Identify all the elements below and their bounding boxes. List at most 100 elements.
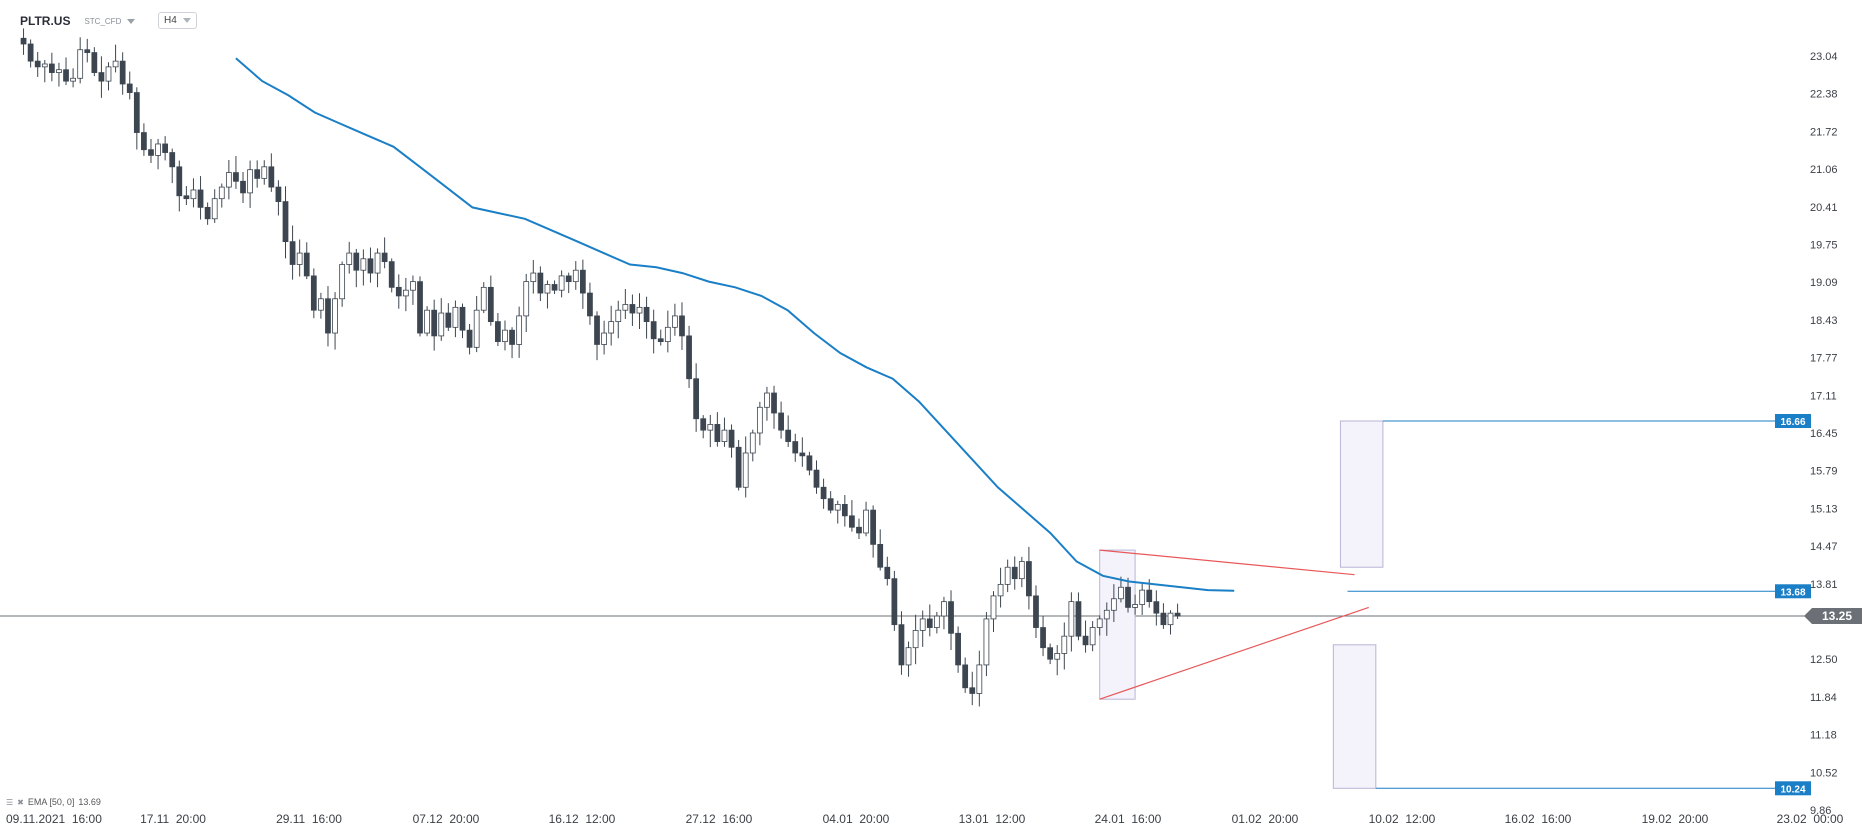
candle <box>579 259 586 309</box>
candle-body <box>707 424 714 431</box>
candle-body <box>1110 598 1117 611</box>
y-tick-label: 14.47 <box>1810 541 1838 553</box>
y-tick-label: 23.04 <box>1810 51 1838 63</box>
x-tick-label: 13.01 12:00 <box>959 812 1026 826</box>
candle-body <box>657 338 664 343</box>
candle <box>63 57 69 86</box>
x-tick-label: 07.12 20:00 <box>413 812 480 826</box>
candle-body <box>133 92 140 133</box>
candle-body <box>1018 561 1025 580</box>
y-tick-label: 17.77 <box>1810 353 1838 365</box>
x-tick-label: 10.02 12:00 <box>1369 812 1436 826</box>
candle-body <box>565 275 572 283</box>
candle-body <box>827 498 834 511</box>
candle <box>233 156 239 189</box>
settings-icon[interactable]: ☰ <box>6 797 14 807</box>
candle-body <box>870 509 877 545</box>
level-label-1: 13.68 <box>1780 587 1805 598</box>
candle <box>155 138 161 170</box>
candle-body <box>148 149 154 156</box>
candle-body <box>332 298 338 334</box>
candle-body <box>926 618 933 628</box>
candle-body <box>551 284 558 291</box>
level-label-2: 10.24 <box>1780 784 1805 795</box>
candle-body <box>303 252 310 277</box>
close-icon[interactable]: ✖ <box>17 797 24 807</box>
candle-body <box>367 258 374 274</box>
candle <box>905 641 912 677</box>
candle <box>1068 592 1075 652</box>
ema-layer <box>235 57 1235 592</box>
candle <box>473 296 480 353</box>
candle-body <box>778 412 784 431</box>
candle-body <box>735 446 742 488</box>
trendline-1 <box>1099 606 1369 700</box>
candle-body <box>310 275 317 311</box>
candle <box>756 401 763 446</box>
candle-body <box>282 201 289 243</box>
candle <box>969 671 976 706</box>
candle-body <box>509 329 515 345</box>
candle-body <box>643 306 650 323</box>
y-tick-label: 19.09 <box>1810 277 1838 289</box>
candle <box>672 303 678 336</box>
y-tick-label: 11.18 <box>1810 730 1837 742</box>
candle <box>162 136 169 161</box>
candle-body <box>884 566 891 580</box>
candle-body <box>834 504 841 511</box>
zone-box-2 <box>1332 644 1377 789</box>
candle <box>778 401 784 439</box>
candle <box>225 159 232 200</box>
candle-body <box>1061 635 1068 654</box>
candle <box>863 501 869 537</box>
candle <box>792 433 799 462</box>
candle-body <box>1040 627 1046 649</box>
candle <box>870 505 877 558</box>
instrument-type-selector[interactable]: STC_CFD <box>84 17 136 26</box>
candle <box>296 239 303 277</box>
candle <box>849 500 855 532</box>
candle <box>1174 603 1181 619</box>
candle-body <box>1096 618 1103 628</box>
candle <box>714 412 721 447</box>
candle <box>289 225 296 280</box>
candle <box>261 160 268 185</box>
candle <box>919 610 926 647</box>
candle-body <box>1004 566 1011 585</box>
candle <box>509 327 515 359</box>
candle-body <box>374 252 381 274</box>
candle <box>516 306 523 358</box>
candle <box>679 302 685 350</box>
candle-body <box>211 198 218 220</box>
candle-body <box>1026 561 1032 597</box>
candle-body <box>360 258 367 271</box>
candle <box>1033 585 1039 639</box>
candle-body <box>41 63 48 68</box>
levels-layer: 16.66 13.68 10.24 <box>1347 414 1811 796</box>
candle <box>587 282 593 325</box>
timeframe-dropdown[interactable]: H4 <box>158 12 197 29</box>
candle <box>1061 622 1068 670</box>
candle <box>374 248 381 288</box>
candle <box>367 247 374 283</box>
candle <box>891 570 898 631</box>
candle-body <box>445 312 452 328</box>
candle <box>1139 583 1146 615</box>
candle <box>254 160 261 188</box>
candle-body <box>34 60 41 68</box>
candle-body <box>941 601 947 617</box>
candle <box>91 47 98 77</box>
candle <box>56 62 62 87</box>
candle <box>1040 615 1046 657</box>
candle-body <box>48 63 55 73</box>
candle-body <box>1139 589 1146 605</box>
candle-body <box>1132 604 1138 608</box>
candle-body <box>247 169 253 194</box>
candle <box>487 275 494 326</box>
x-tick-label: 23.02 00:00 <box>1777 812 1844 826</box>
candle <box>1125 577 1131 613</box>
candle <box>749 429 756 462</box>
candle-body <box>749 432 756 454</box>
candle-body <box>1075 601 1082 637</box>
